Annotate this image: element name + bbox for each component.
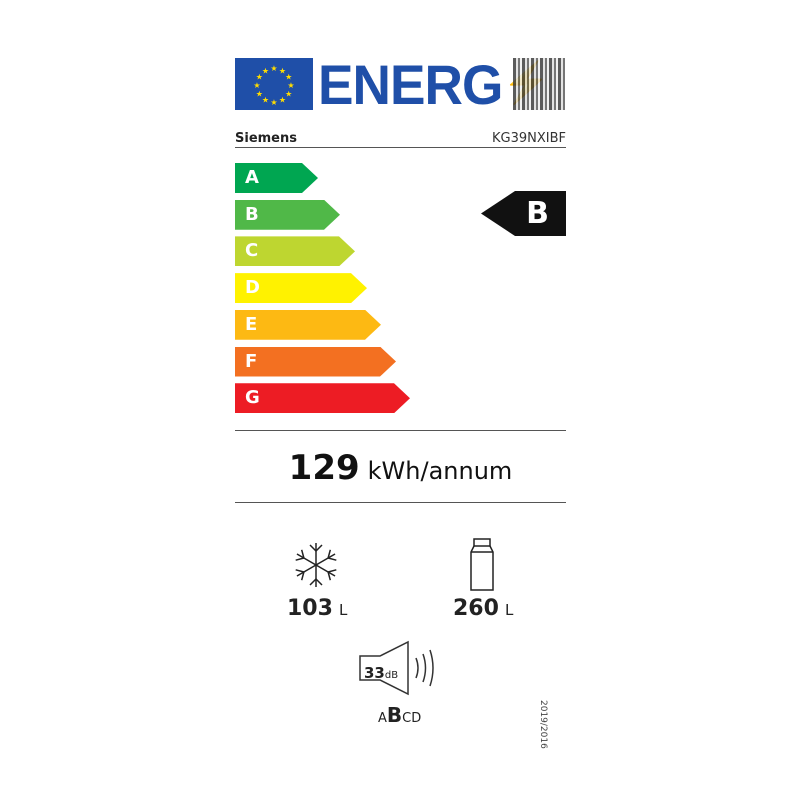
star-icon: ★ [270,64,277,73]
star-icon: ★ [279,66,286,75]
freezer-unit: L [338,601,348,619]
freezer-value: 103 [287,596,333,621]
divider [235,147,566,148]
freezer-volume: 103 L [287,596,347,621]
qr-code[interactable] [513,58,565,110]
snowflake-icon [293,543,339,588]
star-icon: ★ [262,66,269,75]
noise-class-A: A [378,711,387,726]
energy-class-bar-G: G [235,383,410,414]
model-id: KG39NXIBF [491,131,566,146]
noise-value: 33 [364,664,385,682]
energy-class-bar-F: F [235,346,396,377]
star-icon: ★ [279,96,286,105]
eu-flag: ★ ★ ★ ★ ★ ★ ★ ★ ★ ★ ★ ★ [235,58,313,110]
fridge-volume: 260 L [453,596,513,621]
noise-class-scale: ABCD [378,703,421,727]
energy-class-bar-A: A [235,163,318,193]
eu-stars-icon: ★ ★★★★★★★★★★★ [253,64,294,107]
star-icon: ★ [262,96,269,105]
star-icon: ★ [270,98,277,107]
star-icon: ★ [256,73,263,82]
regulation-number: 2019/2016 [538,700,548,749]
energy-title: ENERG [318,53,503,116]
supplier-name: Siemens [235,131,297,146]
noise-class-C: C [402,711,412,726]
noise-class-D: D [411,711,422,726]
bottle-icon [470,538,494,591]
star-icon: ★ [256,90,263,99]
star-icon: ★ [285,90,292,99]
divider [235,430,566,431]
fridge-value: 260 [453,596,499,621]
fridge-unit: L [504,601,514,619]
rating-indicator: B [481,191,566,236]
energy-class-bar-D: D [235,273,367,304]
energy-class-bar-E: E [235,309,381,340]
speaker-icon [359,640,434,696]
energy-class-bar-C: C [235,236,355,267]
noise-unit: dB [384,670,399,681]
noise-class-B: B [386,703,403,727]
star-icon: ★ [287,81,294,90]
star-icon: ★ [253,81,260,90]
consumption-unit: kWh/annum [367,457,513,485]
divider [235,502,566,503]
noise-level: 33dB [364,664,398,682]
consumption-value: 129 [288,448,360,488]
star-icon: ★ [285,73,292,82]
energy-consumption: 129 kWh/annum [235,448,566,488]
energy-class-bar-B: B [235,199,340,230]
